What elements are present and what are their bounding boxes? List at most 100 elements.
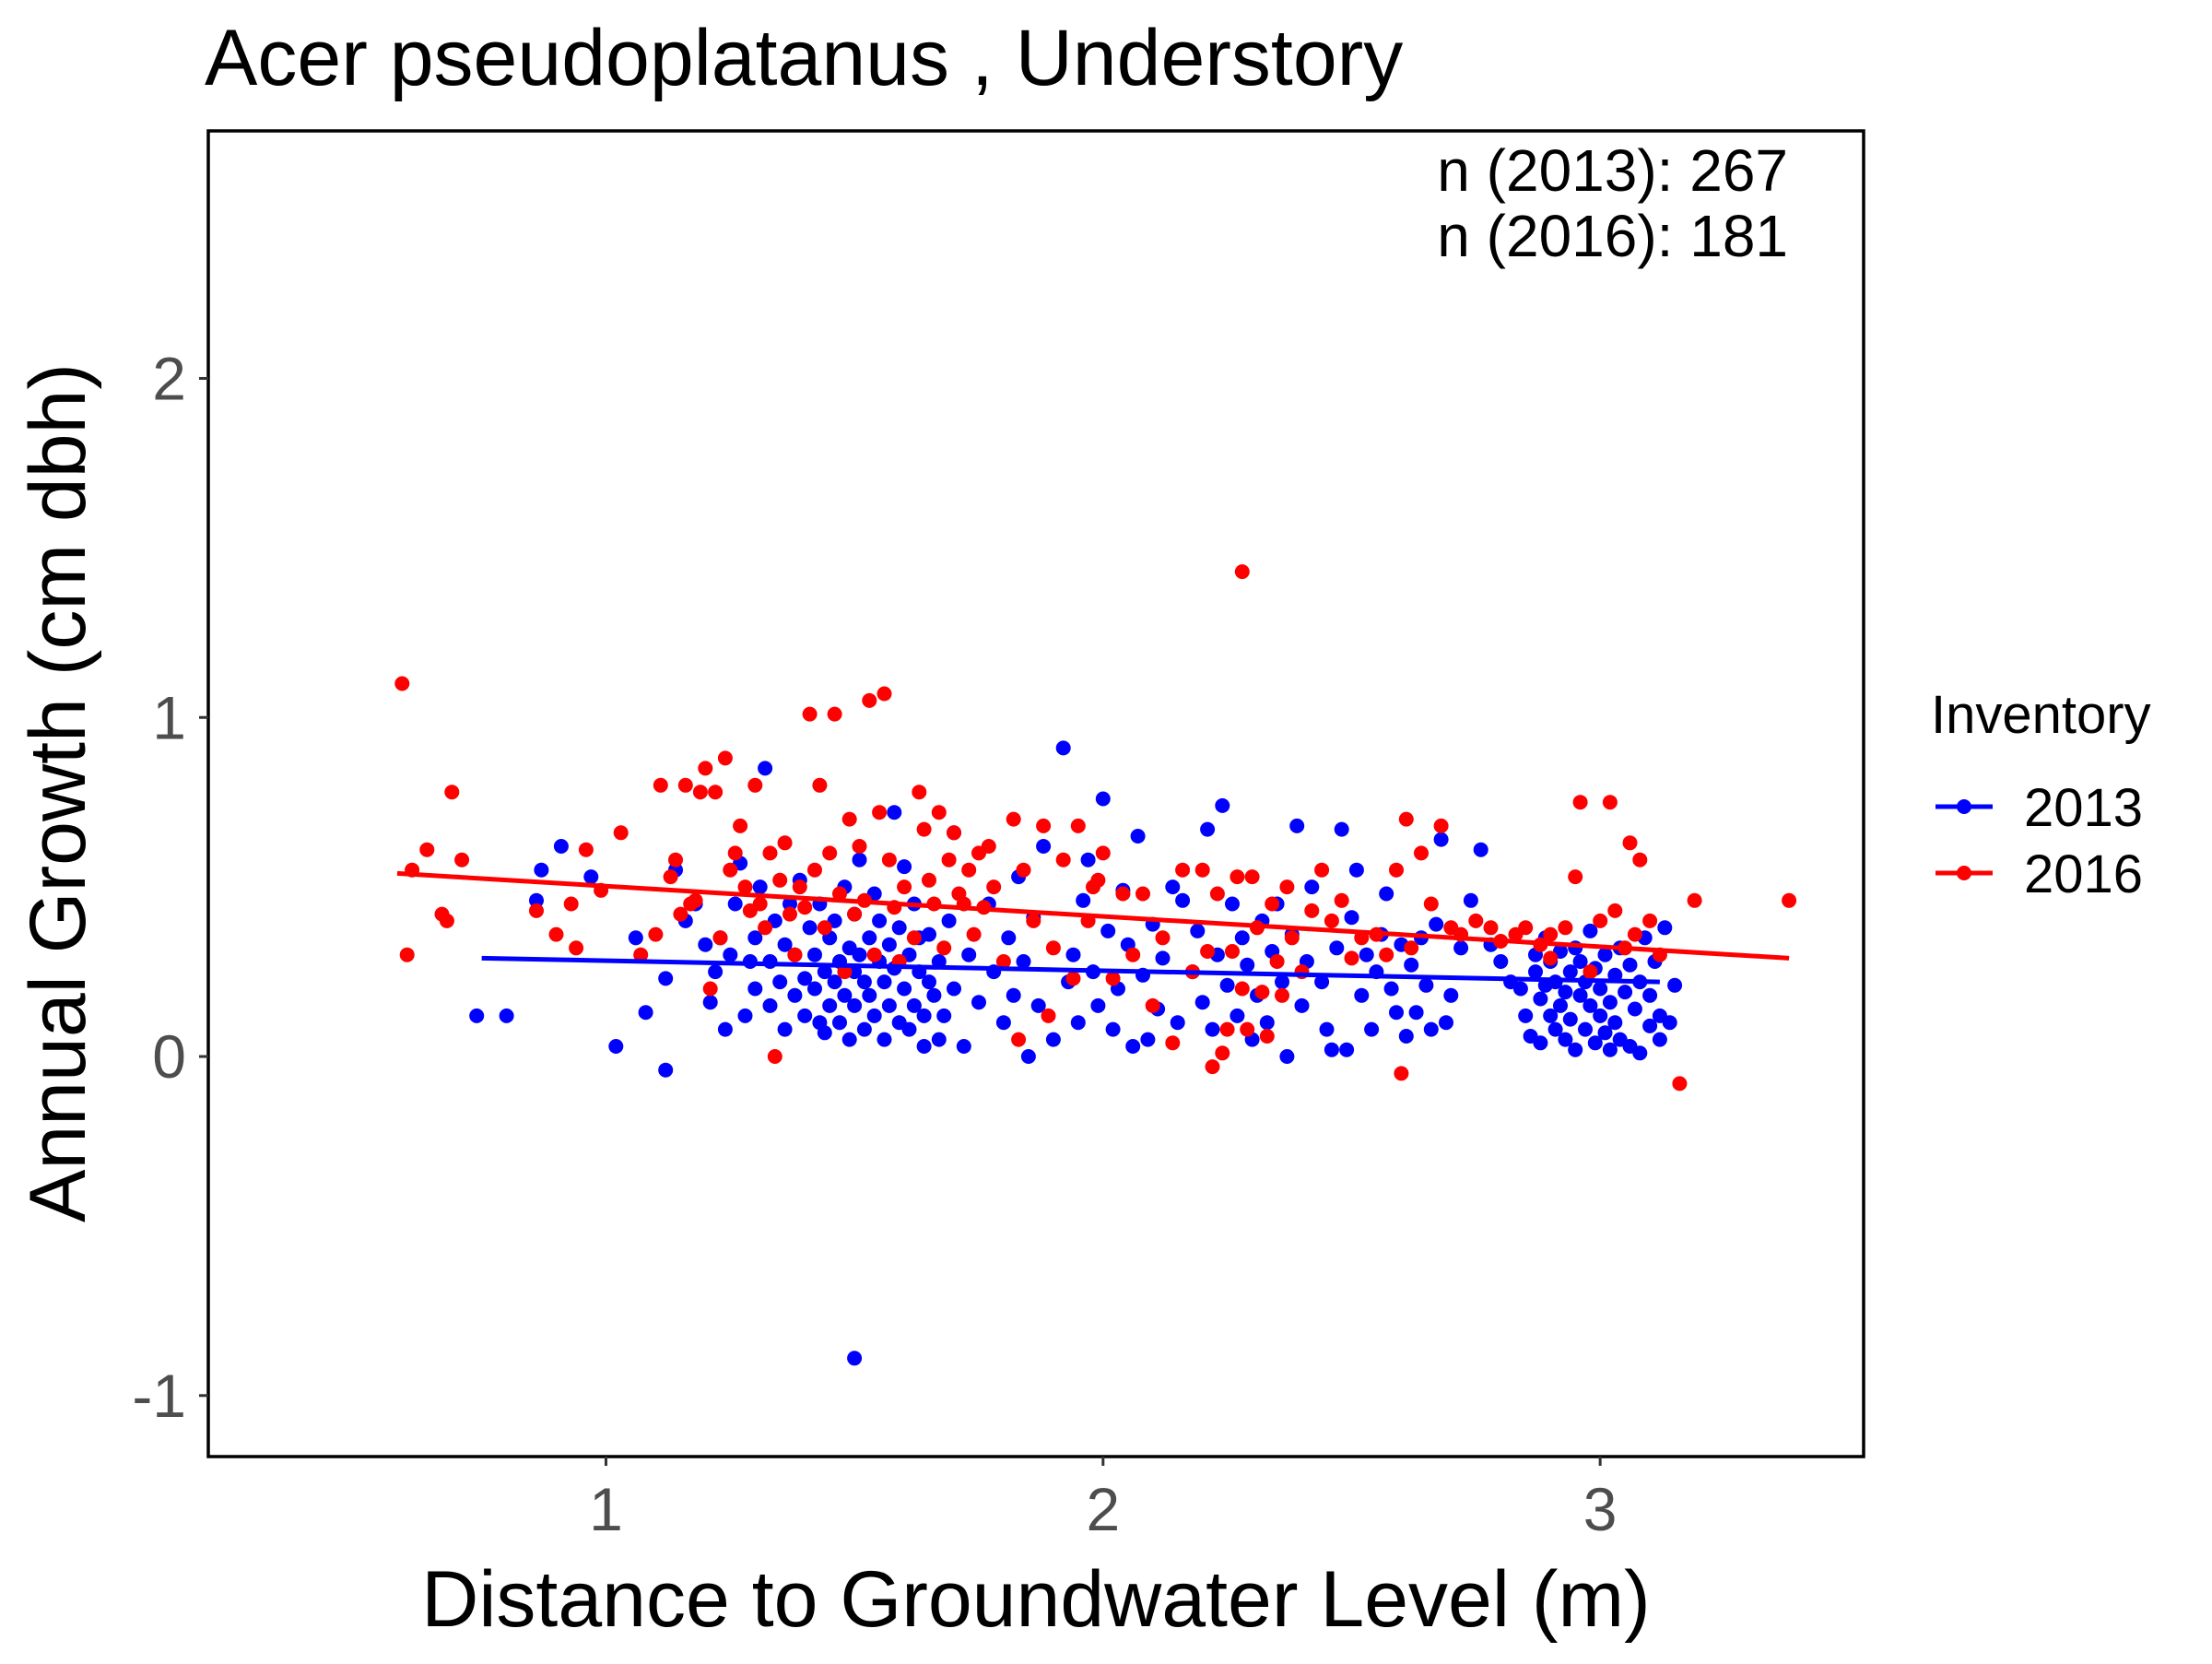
data-point-2013	[1543, 1008, 1559, 1023]
data-point-2013	[1418, 977, 1434, 993]
data-point-2016	[1483, 920, 1499, 936]
data-point-2016	[1642, 913, 1658, 928]
data-point-2013	[1259, 1015, 1275, 1031]
data-point-2016	[1602, 795, 1618, 810]
data-point-2016	[1607, 903, 1623, 918]
data-point-2013	[717, 1021, 733, 1037]
data-point-2016	[1200, 944, 1216, 959]
data-point-2016	[723, 862, 738, 878]
data-point-2016	[936, 940, 952, 956]
data-point-2016	[1086, 879, 1100, 895]
data-point-2016	[1234, 564, 1250, 580]
data-point-2016	[1070, 818, 1086, 833]
data-point-2013	[658, 1062, 674, 1078]
data-point-2013	[827, 974, 842, 990]
data-point-2013	[1389, 1005, 1404, 1021]
data-point-2013	[995, 1015, 1011, 1031]
data-point-2013	[897, 981, 912, 997]
data-point-2013	[1667, 977, 1683, 993]
data-point-2013	[1562, 964, 1578, 980]
data-point-2013	[1045, 1032, 1061, 1047]
data-point-2013	[1518, 1008, 1534, 1023]
data-point-2013	[1512, 981, 1528, 997]
data-point-2013	[881, 997, 897, 1013]
data-point-2016	[673, 906, 688, 922]
y-tick-label: 1	[152, 683, 186, 751]
data-point-2013	[1036, 839, 1052, 854]
data-point-2013	[1423, 1021, 1439, 1037]
data-point-2013	[961, 947, 977, 962]
data-point-2013	[1230, 1008, 1245, 1023]
data-point-2013	[1453, 940, 1469, 956]
data-point-2013	[877, 1032, 892, 1047]
data-point-2013	[1304, 879, 1320, 895]
data-point-2013	[1090, 997, 1106, 1013]
data-point-2016	[1115, 886, 1131, 902]
data-point-2016	[772, 872, 788, 888]
data-point-2013	[847, 997, 863, 1013]
data-point-2013	[852, 852, 867, 867]
data-point-2013	[1020, 1049, 1036, 1064]
data-point-2016	[578, 842, 594, 857]
data-point-2013	[762, 997, 778, 1013]
data-point-2013	[1095, 791, 1111, 807]
data-point-2013	[1593, 1008, 1608, 1023]
data-point-2013	[1558, 1032, 1573, 1047]
data-point-2016	[444, 785, 460, 800]
data-point-2013	[1076, 892, 1091, 908]
data-point-2013	[1593, 981, 1608, 997]
data-point-2016	[1334, 892, 1349, 908]
data-point-2013	[1155, 950, 1171, 966]
data-point-2016	[807, 862, 822, 878]
data-point-2016	[981, 839, 996, 854]
data-point-2013	[638, 1005, 653, 1021]
data-point-2016	[906, 930, 922, 946]
data-point-2016	[922, 872, 936, 888]
trend-lines	[396, 870, 1790, 985]
data-point-2013	[881, 937, 897, 952]
legend-label: 2016	[2024, 844, 2143, 904]
data-point-2013	[1587, 1035, 1603, 1051]
data-point-2013	[1275, 974, 1289, 990]
data-point-2013	[1354, 987, 1370, 1003]
data-point-2013	[1105, 1021, 1121, 1037]
data-point-2016	[1314, 862, 1330, 878]
y-axis-title: Annual Growth (cm dbh)	[14, 363, 102, 1222]
data-point-2013	[1215, 797, 1230, 813]
data-point-2016	[1518, 920, 1534, 936]
data-point-2013	[1429, 916, 1444, 932]
data-point-2016	[877, 686, 892, 702]
data-point-2013	[891, 920, 907, 936]
data-point-2016	[668, 852, 683, 867]
data-point-2016	[1026, 913, 1041, 928]
data-point-2016	[727, 845, 743, 861]
data-point-2013	[1379, 886, 1394, 902]
data-point-2013	[529, 892, 544, 908]
y-tick-label: -1	[132, 1362, 186, 1430]
data-point-2013	[1572, 987, 1588, 1003]
data-point-2013	[723, 947, 738, 962]
data-point-2013	[1314, 974, 1330, 990]
data-point-2013	[1568, 1042, 1583, 1057]
data-point-2013	[1339, 1042, 1355, 1057]
data-point-2013	[1200, 821, 1216, 837]
data-point-2013	[1205, 1021, 1220, 1037]
data-point-2016	[1394, 1066, 1409, 1081]
data-point-2016	[792, 879, 807, 895]
data-point-2013	[897, 859, 912, 875]
data-point-2013	[916, 1039, 932, 1054]
data-point-2013	[698, 937, 713, 952]
data-point-2013	[887, 805, 902, 820]
data-point-2013	[1443, 987, 1459, 1003]
data-point-2013	[1583, 997, 1598, 1013]
data-point-2013	[1533, 991, 1548, 1007]
data-point-2013	[1125, 1039, 1141, 1054]
data-point-2016	[812, 777, 828, 793]
data-point-2013	[807, 947, 822, 962]
y-tick-label: 2	[152, 344, 186, 412]
data-point-2016	[1016, 862, 1031, 878]
data-point-2013	[1439, 1015, 1453, 1031]
